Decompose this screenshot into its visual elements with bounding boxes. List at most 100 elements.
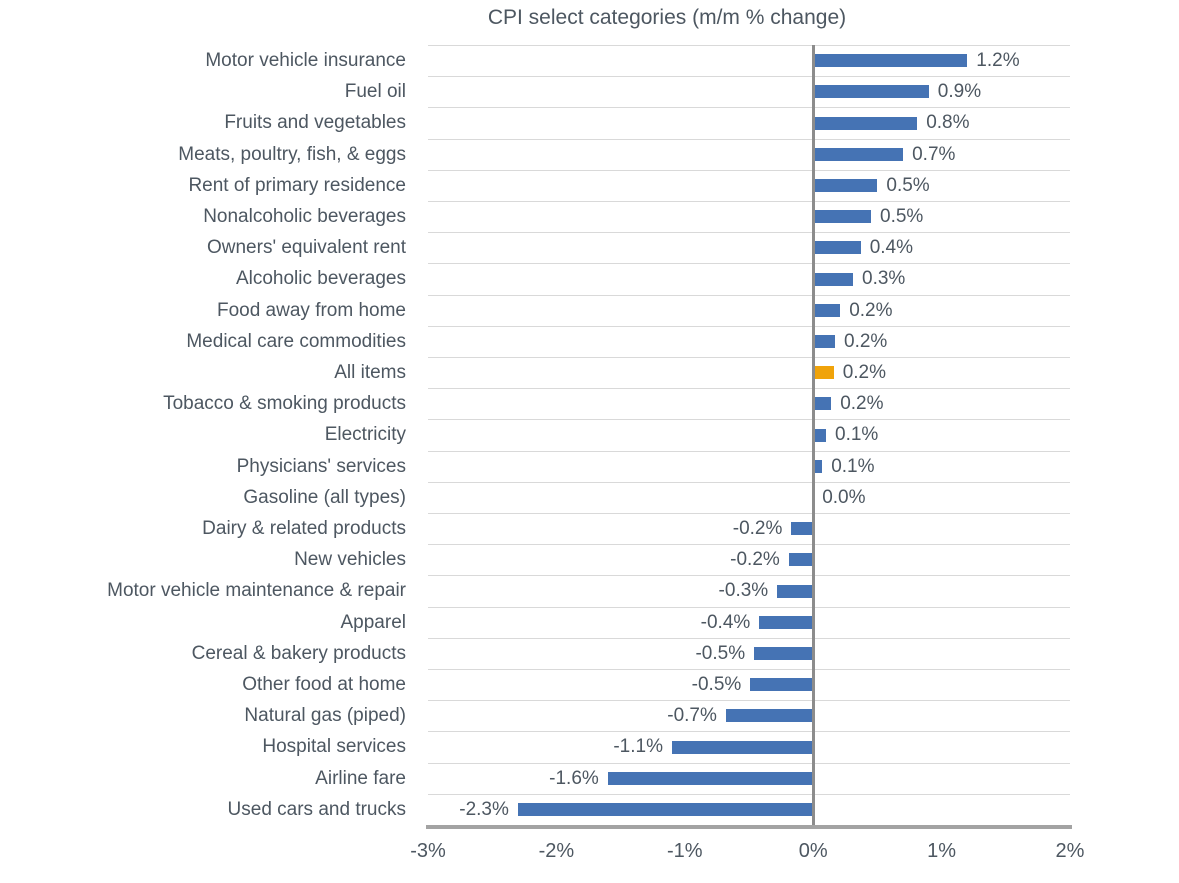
gridline	[428, 793, 1070, 795]
gridline	[428, 325, 1070, 327]
category-label: Tobacco & smoking products	[163, 393, 406, 415]
value-label: 0.1%	[835, 424, 879, 446]
value-label: 1.2%	[976, 50, 1020, 71]
category-label: Nonalcoholic beverages	[203, 206, 406, 227]
gridline	[428, 544, 1070, 546]
gridline	[428, 481, 1070, 483]
bar	[759, 615, 814, 629]
category-label: Medical care commodities	[186, 330, 406, 352]
category-label: Other food at home	[242, 674, 406, 695]
bar	[813, 147, 904, 161]
value-label: -0.7%	[667, 705, 717, 727]
gridline	[428, 76, 1070, 78]
value-label: 0.2%	[840, 393, 884, 415]
category-label: Alcoholic beverages	[235, 268, 406, 290]
value-label: 0.5%	[886, 174, 930, 196]
zero-axis-line	[811, 45, 815, 825]
value-label: -0.4%	[700, 611, 751, 633]
category-label: Gasoline (all types)	[243, 486, 406, 508]
bar	[788, 553, 814, 567]
category-label: Airline fare	[315, 767, 406, 789]
value-label: -0.2%	[730, 549, 780, 571]
value-label: 0.3%	[862, 268, 906, 290]
category-label: Fuel oil	[344, 81, 406, 103]
bar	[813, 459, 823, 473]
value-label: -0.5%	[695, 642, 746, 664]
gridline	[428, 357, 1070, 358]
gridline	[428, 388, 1070, 390]
bar	[813, 116, 918, 130]
value-label: -0.3%	[718, 580, 769, 602]
category-label: Dairy & related products	[202, 518, 406, 539]
value-label: 0.5%	[880, 206, 924, 227]
gridline	[428, 107, 1070, 109]
value-label: -0.2%	[732, 518, 783, 539]
bar-highlighted	[813, 366, 834, 380]
bar	[813, 54, 968, 68]
value-label: -1.6%	[549, 767, 599, 789]
category-label: Motor vehicle maintenance & repair	[107, 580, 406, 602]
category-label: Hospital services	[262, 736, 406, 758]
bar	[517, 802, 814, 816]
category-label: Fruits and vegetables	[224, 112, 406, 134]
gridline	[428, 700, 1070, 702]
value-label: 0.8%	[926, 112, 970, 134]
bar	[813, 428, 826, 442]
gridline	[428, 294, 1070, 296]
value-label: 0.2%	[842, 362, 886, 383]
gridline	[428, 232, 1070, 234]
category-label: New vehicles	[294, 549, 406, 571]
value-label: 0.7%	[912, 143, 956, 165]
bar	[813, 210, 871, 224]
category-label: Food away from home	[216, 299, 406, 321]
category-label: Motor vehicle insurance	[205, 50, 406, 71]
bar	[672, 740, 814, 754]
value-label: -1.1%	[613, 736, 663, 758]
x-tick-label: 2%	[1055, 840, 1085, 862]
value-label: 0.4%	[869, 237, 913, 259]
category-label: Used cars and trucks	[227, 798, 406, 820]
category-label: Natural gas (piped)	[244, 705, 406, 727]
bar	[813, 397, 832, 411]
value-label: -2.3%	[459, 798, 509, 820]
x-tick-label: -1%	[667, 840, 703, 862]
category-label: Meats, poultry, fish, & eggs	[178, 143, 406, 165]
value-label: 0.1%	[831, 455, 875, 477]
gridline	[428, 731, 1070, 733]
gridline	[428, 575, 1070, 577]
gridline	[428, 637, 1070, 639]
category-label: Physicians' services	[236, 455, 406, 477]
category-label: All items	[334, 362, 406, 383]
category-label: Rent of primary residence	[188, 174, 406, 196]
gridline	[428, 169, 1070, 171]
bar	[813, 334, 835, 348]
x-tick-label: 1%	[927, 840, 957, 862]
bar	[813, 303, 841, 317]
gridline	[428, 201, 1070, 202]
x-tick-label: -2%	[538, 840, 575, 862]
gridline	[428, 419, 1070, 421]
bar	[813, 85, 929, 99]
chart-title: CPI select categories (m/m % change)	[487, 6, 847, 29]
gridline	[428, 45, 1070, 46]
gridline	[428, 513, 1070, 514]
gridline	[428, 669, 1070, 670]
value-label: 0.2%	[849, 299, 893, 321]
value-label: 0.2%	[844, 330, 888, 352]
gridline	[428, 450, 1070, 452]
bar	[813, 178, 878, 192]
value-label: 0.9%	[937, 81, 982, 103]
category-label: Apparel	[340, 611, 407, 633]
bar	[754, 646, 814, 660]
value-label: -0.5%	[691, 674, 742, 695]
bar	[777, 584, 814, 598]
x-tick-label: -3%	[410, 840, 446, 862]
bar	[813, 241, 861, 255]
gridline	[428, 138, 1070, 140]
category-label: Owners' equivalent rent	[206, 237, 406, 259]
category-label: Electricity	[324, 424, 406, 446]
category-label: Cereal & bakery products	[191, 642, 406, 664]
bar	[750, 678, 814, 692]
gridline	[428, 263, 1070, 265]
